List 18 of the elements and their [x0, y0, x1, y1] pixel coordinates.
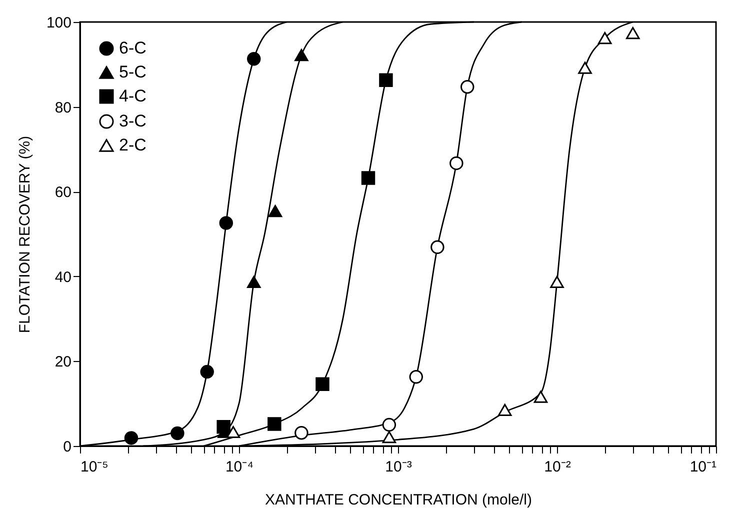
y-tick-label: 0: [63, 438, 72, 456]
legend-label: 5-C: [119, 62, 146, 82]
y-tick-label: 100: [46, 14, 72, 32]
x-axis-title: XANTHATE CONCENTRATION (mole/l): [265, 492, 532, 508]
y-tick-label: 60: [54, 184, 72, 202]
y-tick-label: 20: [54, 354, 72, 371]
legend-label: 4-C: [119, 86, 146, 106]
x-tick-label: 10⁻⁵: [80, 458, 108, 476]
y-tick-label: 40: [54, 268, 72, 286]
x-tick-label: 10⁻³: [385, 458, 412, 476]
legend-label: 2-C: [119, 136, 146, 154]
legend-label: 6-C: [119, 38, 146, 58]
legend-label: 3-C: [119, 112, 146, 130]
y-axis-title: FLOTATION RECOVERY (%): [16, 136, 34, 334]
x-tick-label: 10⁻⁴: [225, 458, 254, 476]
y-tick-label: 80: [54, 99, 72, 116]
x-tick-label: 10⁻¹: [690, 458, 716, 476]
x-tick-label: 10⁻²: [544, 458, 571, 476]
